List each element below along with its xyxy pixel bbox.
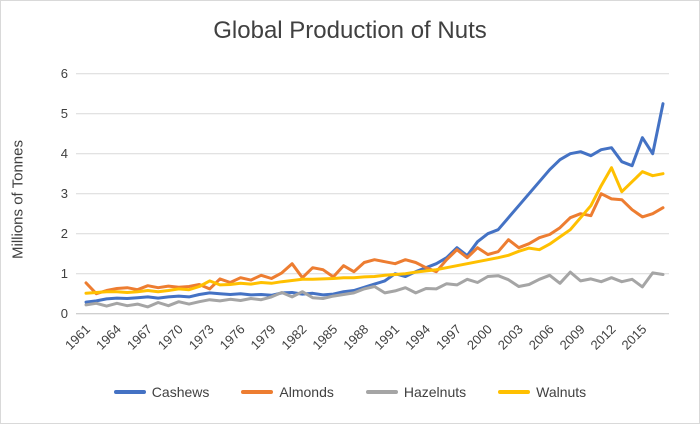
series-line-hazelnuts bbox=[84, 270, 665, 309]
x-tick-label: 2015 bbox=[618, 322, 649, 353]
legend-label-hazelnuts: Hazelnuts bbox=[403, 384, 467, 400]
legend: Cashews Almonds Hazelnuts Walnuts bbox=[1, 384, 699, 400]
y-tick-label: 1 bbox=[61, 266, 68, 281]
legend-item-almonds: Almonds bbox=[241, 384, 334, 400]
x-tick-label: 1961 bbox=[62, 322, 93, 353]
x-tick-label: 1994 bbox=[402, 322, 433, 353]
x-tick-label: 1982 bbox=[278, 322, 309, 353]
legend-label-walnuts: Walnuts bbox=[536, 384, 587, 400]
x-tick-label: 1988 bbox=[340, 322, 371, 353]
legend-swatch-cashews bbox=[113, 390, 146, 394]
series-line-cashews bbox=[84, 102, 665, 304]
x-tick-label: 1997 bbox=[433, 322, 464, 353]
series-line-almonds bbox=[84, 192, 665, 296]
legend-swatch-hazelnuts bbox=[365, 390, 398, 394]
legend-item-hazelnuts: Hazelnuts bbox=[365, 384, 467, 400]
x-tick-label: 1979 bbox=[248, 322, 279, 353]
legend-swatch-walnuts bbox=[498, 390, 531, 394]
x-tick-label: 1976 bbox=[217, 322, 248, 353]
y-tick-label: 4 bbox=[61, 146, 68, 161]
y-tick-label: 6 bbox=[61, 66, 68, 81]
x-tick-label: 2000 bbox=[464, 322, 495, 353]
y-tick-label: 2 bbox=[61, 226, 68, 241]
x-tick-label: 1973 bbox=[186, 322, 217, 353]
x-tick-label: 1964 bbox=[93, 322, 124, 353]
legend-label-cashews: Cashews bbox=[151, 384, 210, 400]
legend-item-cashews: Cashews bbox=[113, 384, 210, 400]
y-tick-label: 0 bbox=[61, 306, 68, 321]
chart-title: Global Production of Nuts bbox=[213, 17, 487, 44]
x-tick-label: 2012 bbox=[588, 322, 619, 353]
x-tick-label: 1970 bbox=[155, 322, 186, 353]
x-tick-label: 1967 bbox=[124, 322, 155, 353]
x-tick-label: 2009 bbox=[557, 322, 588, 353]
x-tick-label: 2006 bbox=[526, 322, 557, 353]
y-tick-label: 5 bbox=[61, 106, 68, 121]
x-tick-label: 2003 bbox=[495, 322, 526, 353]
legend-swatch-almonds bbox=[241, 390, 274, 394]
series-line-walnuts bbox=[84, 166, 665, 295]
legend-item-walnuts: Walnuts bbox=[498, 384, 586, 400]
legend-label-almonds: Almonds bbox=[279, 384, 334, 400]
x-tick-label: 1991 bbox=[371, 322, 402, 353]
x-tick-label: 1985 bbox=[309, 322, 340, 353]
y-tick-label: 3 bbox=[61, 186, 68, 201]
